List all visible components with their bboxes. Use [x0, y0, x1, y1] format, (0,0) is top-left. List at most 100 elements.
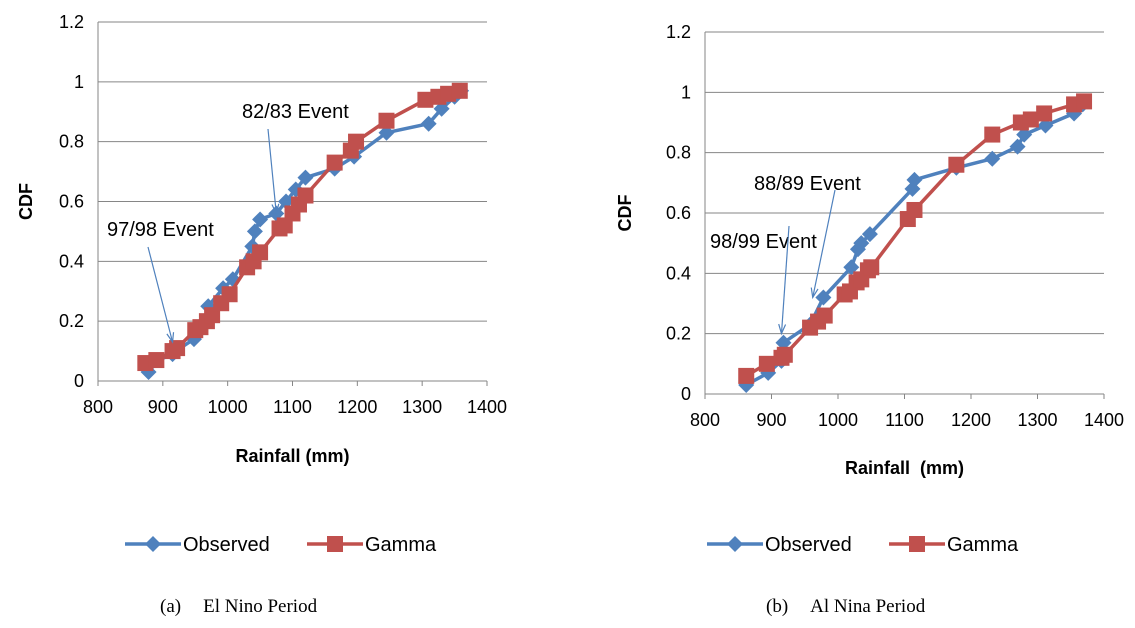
legend-label: Gamma	[947, 534, 1019, 556]
y-tick-label: 0.4	[59, 251, 84, 271]
annotation-arrow	[780, 225, 790, 334]
caption-b-label: (b)	[766, 596, 789, 617]
annotation-arrow	[812, 189, 836, 298]
observed-point	[297, 169, 314, 186]
x-tick-label: 1200	[951, 410, 991, 430]
annotation-label: 97/98 Event	[107, 219, 214, 241]
gamma-point	[906, 201, 923, 218]
x-tick-label: 1000	[818, 410, 858, 430]
gamma-point	[221, 286, 238, 303]
gamma-point	[1022, 111, 1039, 128]
gamma-point	[148, 352, 165, 369]
x-tick-label: 1000	[208, 397, 248, 417]
legend-marker-observed	[727, 536, 743, 552]
annotation-arrow	[147, 246, 174, 343]
y-tick-label: 0	[681, 384, 691, 404]
x-tick-label: 1300	[1017, 410, 1057, 430]
x-tick-label: 800	[690, 410, 720, 430]
annotation-label: 82/83 Event	[242, 101, 349, 123]
observed-point	[775, 334, 792, 351]
legend: Observed Gamma	[125, 534, 437, 556]
x-tick-label: 1200	[337, 397, 377, 417]
y-tick-label: 0.2	[666, 324, 691, 344]
observed-point	[906, 171, 923, 188]
x-tick-label: 1100	[885, 410, 924, 430]
annotation-arrow	[267, 128, 277, 214]
annotation-label: 88/89 Event	[754, 173, 861, 195]
annotation-label: 98/99 Event	[710, 231, 817, 253]
observed-point	[420, 115, 437, 132]
x-tick-label: 1300	[402, 397, 442, 417]
cdf-chart-la-nina: 0 0.2 0.4 0.6 0.8 1 1.2 800 900 1000 1100 1200 1300 1…	[615, 22, 1124, 556]
annotation-arrowhead	[810, 287, 819, 300]
legend-marker-gamma	[327, 536, 343, 552]
legend-marker-gamma	[909, 536, 925, 552]
gamma-point	[378, 112, 395, 129]
series-gamma	[137, 82, 468, 372]
gamma-point	[738, 367, 755, 384]
observed-point	[252, 211, 269, 228]
gamma-point	[948, 156, 965, 173]
gamma-point	[252, 244, 269, 261]
x-tick-label: 1400	[467, 397, 507, 417]
y-tick-label: 0.8	[59, 132, 84, 152]
x-tick-label: 1400	[1084, 410, 1124, 430]
y-tick-label: 0.4	[666, 263, 691, 283]
observed-point	[861, 226, 878, 243]
caption-a-text: El Nino Period	[203, 596, 318, 617]
gamma-point	[348, 133, 365, 150]
x-tick-label: 900	[148, 397, 178, 417]
y-tick-label: 1.2	[59, 12, 84, 32]
caption-b-text: Al Nina Period	[810, 596, 926, 617]
gamma-point	[451, 82, 468, 99]
y-tick-label: 1	[681, 82, 691, 102]
gamma-point	[776, 346, 793, 363]
observed-point	[1009, 138, 1026, 155]
gamma-point	[297, 187, 314, 204]
gamma-point	[326, 154, 343, 171]
y-tick-label: 0.6	[666, 203, 691, 223]
y-tick-label: 0	[74, 371, 84, 391]
legend: Observed Gamma	[707, 534, 1019, 556]
legend-marker-observed	[145, 536, 161, 552]
x-axis-title: Rainfall (mm)	[845, 458, 964, 478]
legend-label: Observed	[183, 534, 270, 556]
caption-a: (a) El Nino Period	[160, 596, 339, 618]
y-axis-title: CDF	[16, 183, 36, 220]
annotation-arrowhead	[166, 332, 175, 344]
gamma-point	[417, 91, 434, 108]
observed-point	[815, 289, 832, 306]
gamma-point	[1036, 105, 1053, 122]
annotation-arrowhead	[778, 323, 787, 336]
y-axis-title: CDF	[615, 195, 635, 232]
chart-panel-la-nina: 0 0.2 0.4 0.6 0.8 1 1.2 800 900 1000 1100 1200 1300 1…	[567, 0, 1134, 628]
y-tick-label: 1	[74, 72, 84, 92]
observed-point	[1016, 126, 1033, 143]
observed-point	[1037, 117, 1054, 134]
gamma-point	[816, 307, 833, 324]
observed-point	[853, 235, 870, 252]
x-tick-label: 1100	[273, 397, 312, 417]
gamma-point	[863, 259, 880, 276]
cdf-chart-el-nino: 0 0.2 0.4 0.6 0.8 1 1.2 800 900 1000 1100 1200 1300 1…	[16, 12, 507, 556]
chart-panel-el-nino: 0 0.2 0.4 0.6 0.8 1 1.2 800 900 1000 1100 1200 1300 1…	[0, 0, 567, 628]
gamma-point	[1076, 93, 1093, 110]
x-tick-label: 900	[756, 410, 786, 430]
x-axis-title: Rainfall (mm)	[235, 446, 349, 466]
series-gamma	[738, 93, 1093, 384]
annotation-arrowhead	[271, 203, 280, 216]
legend-label: Observed	[765, 534, 852, 556]
y-tick-label: 1.2	[666, 22, 691, 42]
observed-point	[843, 259, 860, 276]
y-tick-label: 0.2	[59, 311, 84, 331]
gamma-point	[169, 340, 186, 357]
gamma-point	[984, 126, 1001, 143]
y-tick-label: 0.8	[666, 143, 691, 163]
x-tick-label: 800	[83, 397, 113, 417]
caption-a-label: (a)	[160, 596, 182, 617]
legend-label: Gamma	[365, 534, 437, 556]
observed-point	[984, 150, 1001, 167]
y-tick-label: 0.6	[59, 192, 84, 212]
gamma-point	[758, 355, 775, 372]
observed-point	[246, 223, 263, 240]
